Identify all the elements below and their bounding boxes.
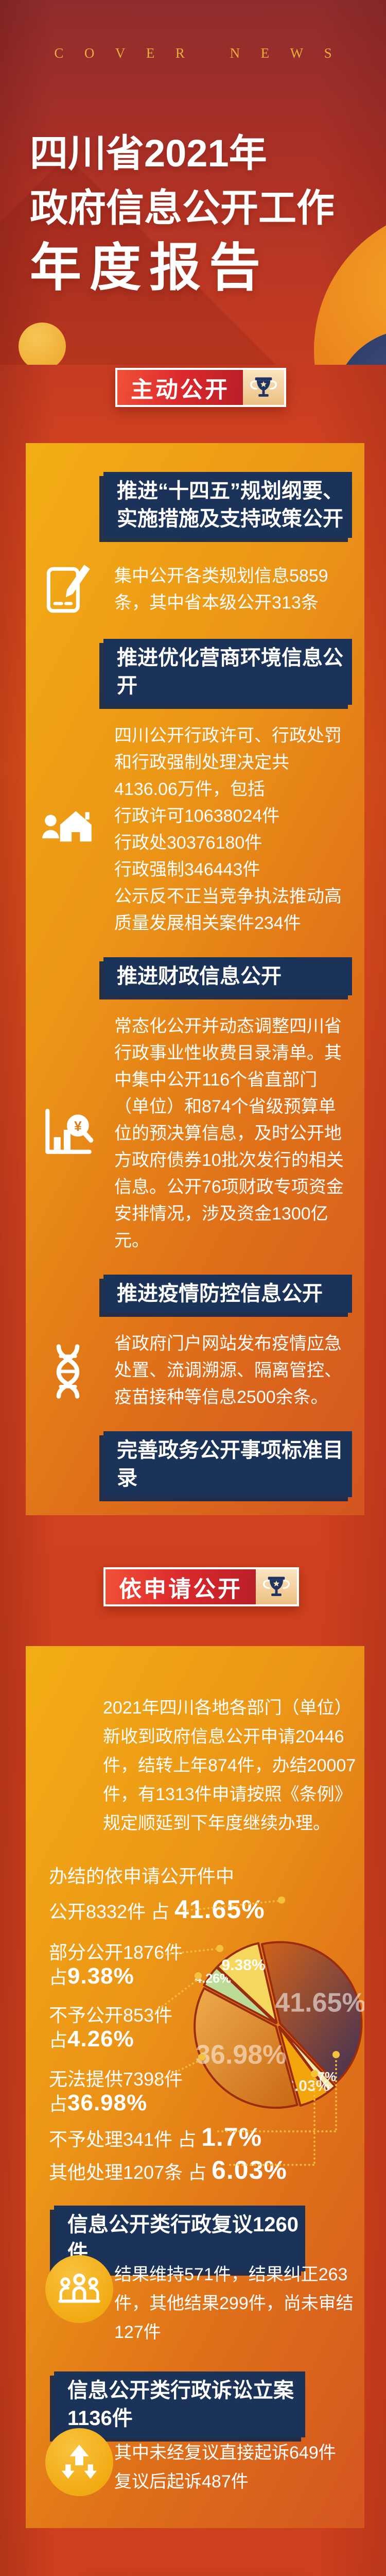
notepad-pencil-icon bbox=[37, 561, 99, 618]
page-title-line2: 政府信息公开工作 bbox=[30, 187, 335, 229]
svg-text:41.65%: 41.65% bbox=[275, 1988, 364, 2018]
dna-icon bbox=[37, 1342, 99, 1399]
leader-line bbox=[229, 2164, 314, 2166]
item-text: 常态化公开并动态调整四川省行政事业性收费目录清单。其中集中公开116个省直部门（… bbox=[114, 1016, 344, 1250]
banner-business-env: 推进优化营商环境信息公开 bbox=[103, 639, 352, 705]
arrows-icon bbox=[45, 2428, 113, 2496]
pie-slice-无法提供 bbox=[194, 1987, 299, 2109]
leader-dot bbox=[216, 1945, 223, 1952]
item-epidemic: 省政府门户网站发布疫情应急处置、流调溯源、隔离管控、疫苗接种等信息2500余条。 bbox=[26, 1330, 351, 1411]
leader-dot bbox=[332, 2051, 340, 2058]
house-people-icon bbox=[37, 801, 99, 858]
legend-item: 部分公开1876件 占9.38% bbox=[49, 1942, 183, 1989]
item-finance: ¥ 常态化公开并动态调整四川省行政事业性收费目录清单。其中集中公开116个省直部… bbox=[26, 1013, 351, 1254]
leader-dot bbox=[195, 1972, 202, 1979]
leader-dot bbox=[278, 1896, 285, 1904]
section-badge-on-request: 依申请公开 bbox=[103, 1567, 299, 1606]
yuan-symbol: ¥ bbox=[74, 1118, 82, 1134]
svg-text:9.38%: 9.38% bbox=[221, 1957, 265, 1974]
request-intro: 2021年四川各地各部门（单位）新收到政府信息公开申请20446件，结转上年87… bbox=[103, 1698, 356, 1833]
pie-slice-不予公开 bbox=[203, 1966, 277, 2025]
pie-slice-公开 bbox=[260, 1941, 363, 2084]
leader-line bbox=[217, 2130, 336, 2132]
gold-circle-decor bbox=[19, 323, 66, 365]
legend-item: 无法提供7398件 占36.98% bbox=[49, 2069, 183, 2115]
trophy-icon bbox=[243, 370, 284, 405]
page-title-line1: 四川省2021年 bbox=[30, 132, 267, 175]
trophy-icon bbox=[256, 1569, 297, 1604]
section-badge-label: 依申请公开 bbox=[106, 1569, 256, 1604]
leader-line bbox=[335, 2056, 337, 2130]
leader-line bbox=[313, 2074, 315, 2164]
section-badge-label: 主动公开 bbox=[117, 370, 243, 405]
item-text: 四川公开行政许可、行政处罚和行政强制处理决定共4136.06万件，包括 行政许可… bbox=[114, 726, 342, 933]
review-text: 结果维持571件，结果纠正263件，其他结果299件，尚未审结127件 bbox=[114, 2265, 354, 2342]
pie-chart: 41.65%1.7%6.03%36.98%4.26%9.38% bbox=[194, 1941, 364, 2109]
item-text: 省政府门户网站发布疫情应急处置、流调溯源、隔离管控、疫苗接种等信息2500余条。 bbox=[114, 1334, 342, 1407]
pie-title: 办结的依申请公开件中 bbox=[49, 1866, 235, 1887]
chart-magnifier-icon: ¥ bbox=[37, 1105, 99, 1162]
pie-section: 办结的依申请公开件中 公开8332件 占 41.65% 部分公开1876件 占9… bbox=[26, 1852, 364, 2216]
item-planning: 集中公开各类规划信息5859条，其中省本级公开313条 bbox=[26, 561, 351, 618]
card-active-disclosure: 推进“十四五”规划纲要、 实施措施及支持政策公开 集中公开各类规划信息5859条… bbox=[26, 443, 364, 1515]
legend-item: 不予公开853件 占4.26% bbox=[49, 2005, 173, 2052]
leader-dot bbox=[198, 2054, 205, 2061]
legend-item: 公开8332件 占 41.65% bbox=[49, 1895, 265, 1924]
kicker: COVER NEWS bbox=[54, 45, 353, 61]
card-on-request: 2021年四川各地各部门（单位）新收到政府信息公开申请20446件，结转上年87… bbox=[26, 1646, 364, 2528]
pie-slice-部分公开 bbox=[216, 1942, 278, 2024]
banner-145-plan: 推进“十四五”规划纲要、 实施措施及支持政策公开 bbox=[103, 472, 352, 538]
svg-text:36.98%: 36.98% bbox=[196, 2040, 286, 2070]
item-text: 集中公开各类规划信息5859条，其中省本级公开313条 bbox=[114, 566, 328, 613]
item-business-env: 四川公开行政许可、行政处罚和行政强制处理决定共4136.06万件，包括 行政许可… bbox=[26, 722, 351, 937]
legend-item: 不予处理341件 占 1.7% bbox=[49, 2123, 262, 2151]
meeting-icon bbox=[45, 2255, 113, 2323]
banner-catalog: 完善政务公开事项标准目录 bbox=[103, 1431, 352, 1497]
lawsuit-text: 其中未经复议直接起诉649件 复议后起诉487件 bbox=[114, 2443, 336, 2492]
banner-finance: 推进财政信息公开 bbox=[103, 957, 352, 995]
legend-item: 其他处理1207条 占 6.03% bbox=[49, 2156, 287, 2184]
page-title-line3: 年度报告 bbox=[30, 239, 269, 297]
banner-epidemic: 推进疫情防控信息公开 bbox=[103, 1275, 352, 1313]
banner-lawsuit: 信息公开类行政诉讼立案1136件 bbox=[54, 2371, 305, 2437]
hero-header: COVER NEWS 四川省2021年 政府信息公开工作 年度报告 bbox=[0, 0, 386, 365]
section-badge-active-disclosure: 主动公开 bbox=[115, 368, 286, 407]
